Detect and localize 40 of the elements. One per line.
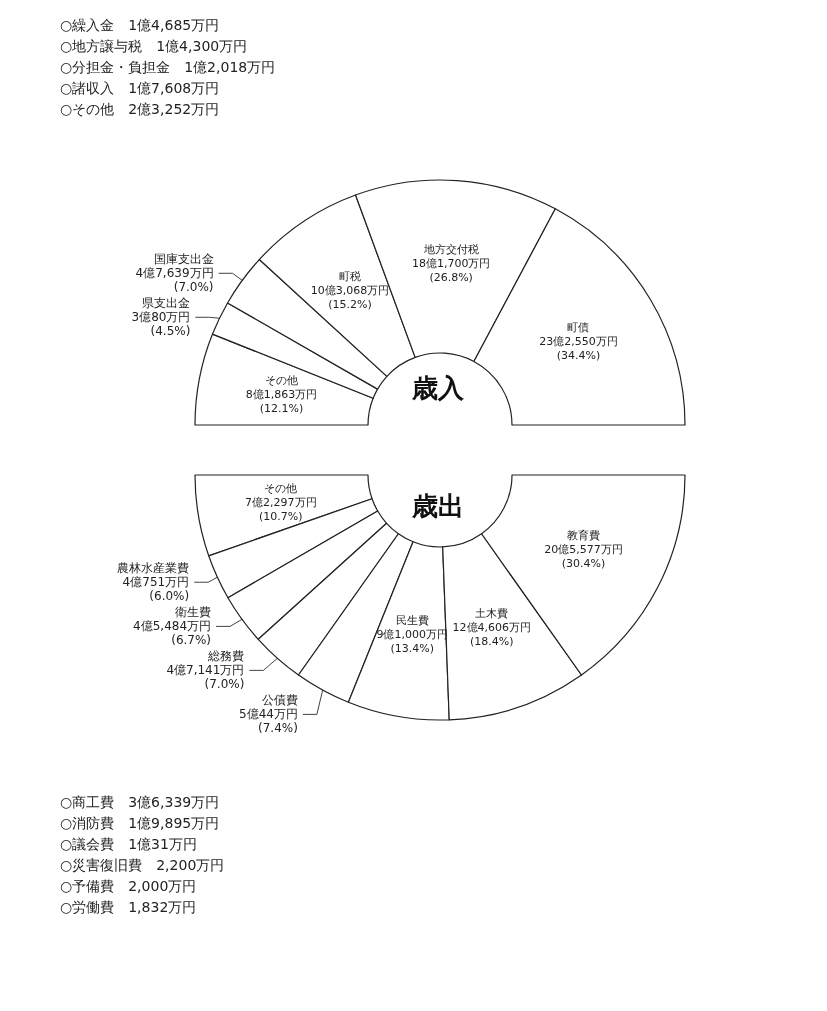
text: ○労働費 1,832万円 — [60, 899, 197, 915]
data-label: 18億1,700万円(26.8%) — [411, 257, 491, 285]
slice-label: 町税 — [339, 270, 362, 284]
slice-label: 地方交付税 — [422, 243, 479, 257]
text: ○地方譲与税 1億4,300万円 — [60, 38, 248, 54]
slice-label: 民生費 — [395, 613, 429, 627]
slice-label: 教育費 — [566, 528, 600, 542]
slice-label: 県支出金 — [142, 296, 191, 311]
slice-label: 総務費 — [207, 649, 245, 664]
text: ○商工費 3億6,339万円 — [60, 794, 220, 810]
slice-label: 衛生費 — [175, 605, 212, 620]
text: ○災害復旧費 2,200万円 — [60, 857, 225, 873]
slice-label: その他 — [264, 373, 298, 387]
slice-label: 土木費 — [475, 607, 509, 621]
text: ○分担金・負担金 1億2,018万円 — [60, 59, 276, 75]
data-label: 4億5,484万円(6.7%) — [133, 619, 212, 648]
text: ○議会費 1億31万円 — [60, 836, 197, 852]
slice-label: 農林水産業費 — [117, 561, 190, 576]
text: ○諸収入 1億7,608万円 — [60, 80, 220, 96]
slice-label: その他 — [264, 481, 298, 495]
data-label: 4億751万円(6.0%) — [122, 575, 190, 604]
data-label: 4億7,141万円(7.0%) — [166, 663, 245, 692]
slice-label: 国庫支出金 — [153, 252, 214, 267]
data-label: 23億2,550万円(34.4%) — [539, 335, 618, 363]
text: ○繰入金 1億4,685万円 — [60, 17, 220, 33]
data-label: 3億80万円(4.5%) — [131, 310, 191, 339]
data-label: 10億3,068万円(15.2%) — [310, 284, 390, 312]
data-label: 7億2,297万円(10.7%) — [245, 495, 317, 523]
text: ○その他 2億3,252万円 — [60, 101, 220, 117]
data-label: 5億44万円(7.4%) — [238, 707, 298, 736]
data-label: 12億4,606万円(18.4%) — [452, 621, 532, 649]
data-label: 4億7,639万円(7.0%) — [135, 266, 214, 295]
text: 歳入 — [411, 373, 465, 403]
text: ○予備費 2,000万円 — [60, 878, 197, 894]
text: 歳出 — [411, 491, 464, 521]
slice-label: 公債費 — [261, 693, 298, 708]
data-label: 20億5,577万円(30.4%) — [544, 542, 623, 570]
slice-label: 町債 — [567, 321, 590, 335]
text: ○消防費 1億9,895万円 — [60, 815, 220, 831]
data-label: 8億1,863万円(12.1%) — [245, 387, 318, 415]
